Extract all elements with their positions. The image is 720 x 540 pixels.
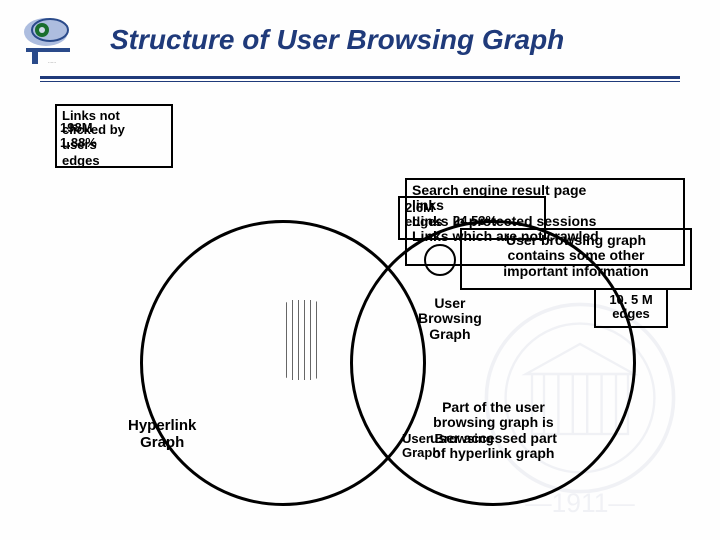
- slide-title: Structure of User Browsing Graph: [110, 24, 564, 56]
- title-underline: [40, 76, 680, 82]
- text-line: 2.6M: [405, 200, 434, 215]
- hatch-region: [284, 300, 320, 380]
- text-line: contains some other: [508, 247, 645, 263]
- text-line: edges: [62, 154, 100, 168]
- text-line: 1.88%: [60, 136, 97, 150]
- box-edges-count: 10. 5 M edges: [594, 288, 668, 328]
- box-ubg-info: User browsing graph contains some other …: [460, 228, 692, 290]
- box-links-not-clicked: Links not 198M clicked by 1.88% users ed…: [55, 104, 173, 168]
- text-line: browsing graph is: [433, 414, 554, 430]
- text-line: Part of the user: [442, 399, 545, 415]
- text-line: User browsing graph: [506, 232, 646, 248]
- text-line: edges: [612, 306, 650, 321]
- text-line: 10. 5 M: [609, 292, 652, 307]
- text-line: 198M: [60, 121, 93, 135]
- text-line: Graph: [140, 434, 184, 451]
- text-line: User: [434, 295, 465, 311]
- label-right-paragraph-overlay: User Browsing Graph: [402, 432, 494, 461]
- logo-icon: ······: [18, 14, 78, 70]
- text-line: User Browsing: [402, 431, 494, 446]
- text-line: important information: [503, 263, 648, 279]
- text-line: Browsing: [418, 310, 482, 326]
- text-line: Graph: [429, 326, 470, 342]
- text-line: Graph: [402, 445, 440, 460]
- text-line: Hyperlink: [128, 417, 196, 434]
- svg-text:······: ······: [48, 60, 56, 65]
- text-line: edges: [405, 214, 443, 229]
- text-line: 24.53%: [453, 214, 497, 228]
- label-user-browsing-overlap: User Browsing Graph: [418, 296, 482, 342]
- label-hyperlink-graph: Hyperlink Graph: [128, 418, 196, 451]
